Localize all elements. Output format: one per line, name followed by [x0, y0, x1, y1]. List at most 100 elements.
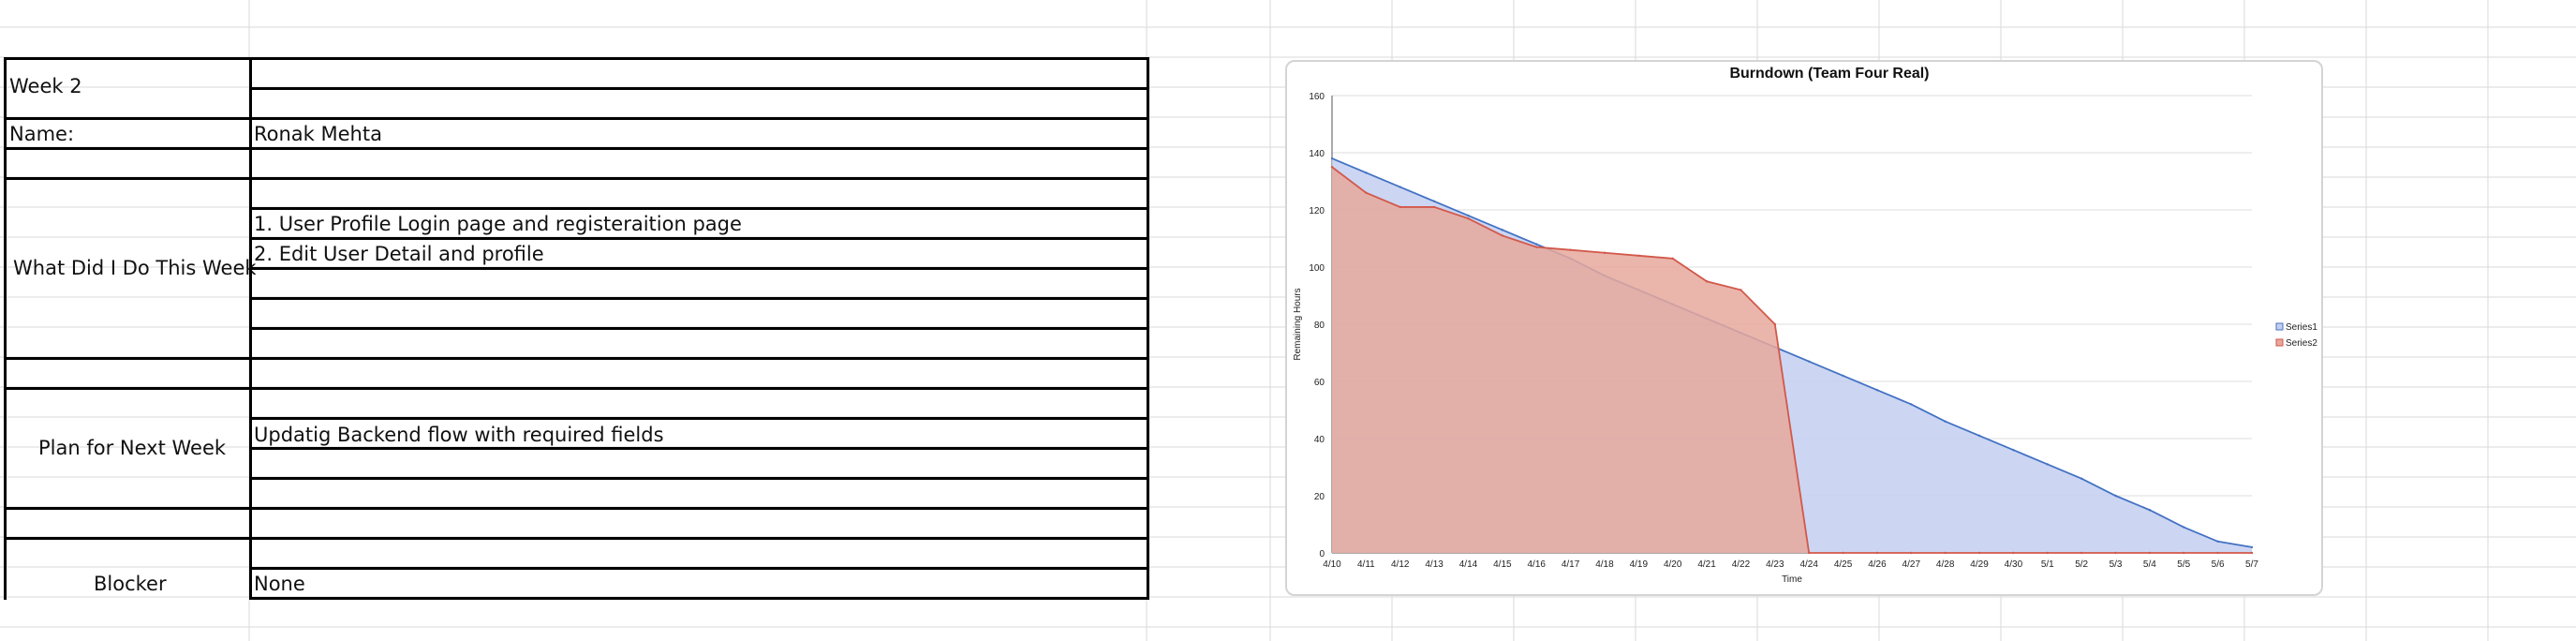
series-1-point: [2046, 463, 2049, 466]
series-1-point: [1977, 434, 1981, 438]
series-1-point: [1875, 388, 1879, 392]
series-1-point: [2080, 477, 2083, 480]
x-tick-label: 4/10: [1323, 559, 1341, 570]
y-tick-label: 80: [1314, 320, 1325, 331]
series-1-point: [1501, 229, 1504, 231]
x-tick-label: 4/11: [1357, 559, 1375, 570]
plan-value[interactable]: Updatig Backend flow with required field…: [254, 424, 664, 446]
series-2-point: [1910, 551, 1913, 555]
series-2-point: [1330, 166, 1334, 169]
x-tick-label: 4/14: [1459, 559, 1478, 570]
series-2-point: [1977, 551, 1981, 555]
x-tick-label: 4/25: [1834, 559, 1853, 570]
x-tick-label: 4/17: [1562, 559, 1580, 570]
series-1-point: [2148, 509, 2152, 512]
series-2-point: [1467, 216, 1470, 220]
legend-swatch-2: [2275, 338, 2284, 347]
x-tick-label: 4/30: [2005, 559, 2023, 570]
series-2-point: [2216, 551, 2219, 555]
x-tick-label: 4/18: [1595, 559, 1614, 570]
x-tick-label: 4/13: [1425, 559, 1443, 570]
did-item-2[interactable]: 2. Edit User Detail and profile: [254, 243, 544, 265]
series-2-point: [1740, 289, 1742, 291]
series-1-point: [2216, 540, 2219, 543]
series-1-point: [1842, 374, 1844, 378]
x-tick-label: 5/5: [2177, 559, 2190, 570]
x-tick-label: 4/21: [1697, 559, 1716, 570]
x-tick-label: 5/7: [2245, 559, 2258, 570]
series-2-point: [1773, 322, 1777, 326]
x-tick-label: 4/23: [1766, 559, 1784, 570]
name-label: Name:: [9, 123, 75, 145]
series-1-point: [1807, 360, 1811, 363]
x-tick-label: 4/20: [1664, 559, 1682, 570]
x-tick-label: 4/24: [1799, 559, 1818, 570]
burndown-chart-svg: Burndown (Team Four Real) 0 20 40 60 80 100 120…: [1293, 66, 2317, 585]
series-2-area: [1332, 167, 2252, 553]
y-tick-label: 120: [1309, 206, 1325, 216]
series-2-point: [2114, 551, 2117, 555]
series-1-point: [2183, 526, 2185, 529]
series-2-point: [2046, 551, 2049, 555]
series-1-point: [1535, 243, 1538, 246]
x-tick-label: 4/16: [1527, 559, 1546, 570]
series-1-point: [1910, 403, 1913, 406]
series-2-point: [1807, 551, 1811, 555]
series-2-point: [1671, 257, 1674, 261]
chart-title: Burndown (Team Four Real): [1729, 66, 1929, 82]
x-axis-title: Time: [1782, 574, 1802, 585]
series-2-point: [1535, 246, 1538, 248]
legend-label-2: Series2: [2286, 338, 2317, 349]
x-tick-label: 4/28: [1936, 559, 1955, 570]
y-tick-label: 0: [1319, 549, 1325, 559]
x-tick-label: 4/27: [1902, 559, 1921, 570]
series-2-point: [2183, 551, 2185, 555]
did-item-1[interactable]: 1. User Profile Login page and registera…: [254, 213, 742, 235]
series-2-line: [1331, 166, 2252, 554]
x-tick-label: 4/29: [1970, 559, 1989, 570]
x-tick-label: 4/26: [1868, 559, 1887, 570]
legend-swatch-1: [2275, 322, 2284, 331]
x-tick-label: 4/19: [1630, 559, 1649, 570]
x-tick-label: 5/3: [2110, 559, 2123, 570]
series-2-point: [1399, 205, 1401, 209]
blocker-value[interactable]: None: [254, 573, 305, 595]
series-1-point: [1467, 214, 1470, 217]
series-1-point: [1330, 157, 1334, 160]
series-2-point: [1842, 551, 1844, 555]
series-1-point: [2012, 449, 2015, 452]
series-1-point: [1944, 420, 1947, 423]
y-tick-label: 20: [1314, 492, 1325, 502]
series-2-point: [1603, 251, 1606, 254]
series-1-point: [1399, 186, 1401, 188]
name-value[interactable]: Ronak Mehta: [254, 123, 382, 145]
blocker-label: Blocker: [94, 573, 167, 595]
x-tick-label: 4/15: [1493, 559, 1512, 570]
series-1-point: [2114, 494, 2117, 498]
y-tick-label: 160: [1309, 92, 1325, 102]
plan-label: Plan for Next Week: [38, 437, 227, 459]
series-2-point: [1705, 280, 1709, 283]
series-2-point: [2250, 551, 2254, 555]
series-2-point: [2148, 551, 2152, 555]
x-tick-label: 4/12: [1391, 559, 1410, 570]
series-2-point: [1569, 248, 1572, 251]
series-2-point: [2012, 551, 2015, 555]
x-tick-label: 5/4: [2143, 559, 2156, 570]
series-2-point: [1365, 191, 1368, 194]
x-tick-label: 5/1: [2041, 559, 2054, 570]
legend-label-1: Series1: [2286, 322, 2317, 333]
series-2-point: [1875, 551, 1879, 555]
series-1-point: [2250, 545, 2254, 549]
series-1-point: [1365, 171, 1368, 174]
x-tick-label: 5/2: [2075, 559, 2088, 570]
burndown-chart[interactable]: Burndown (Team Four Real) 0 20 40 60 80 100 120…: [1285, 60, 2323, 596]
y-tick-label: 40: [1314, 435, 1325, 445]
y-tick-label: 100: [1309, 263, 1325, 274]
week-label: Week 2: [9, 75, 82, 97]
series-1-point: [1432, 200, 1436, 203]
x-tick-label: 4/22: [1732, 559, 1751, 570]
did-label: What Did I Do This Week: [13, 257, 257, 279]
series-2-point: [1432, 205, 1436, 209]
y-tick-label: 140: [1309, 149, 1325, 159]
